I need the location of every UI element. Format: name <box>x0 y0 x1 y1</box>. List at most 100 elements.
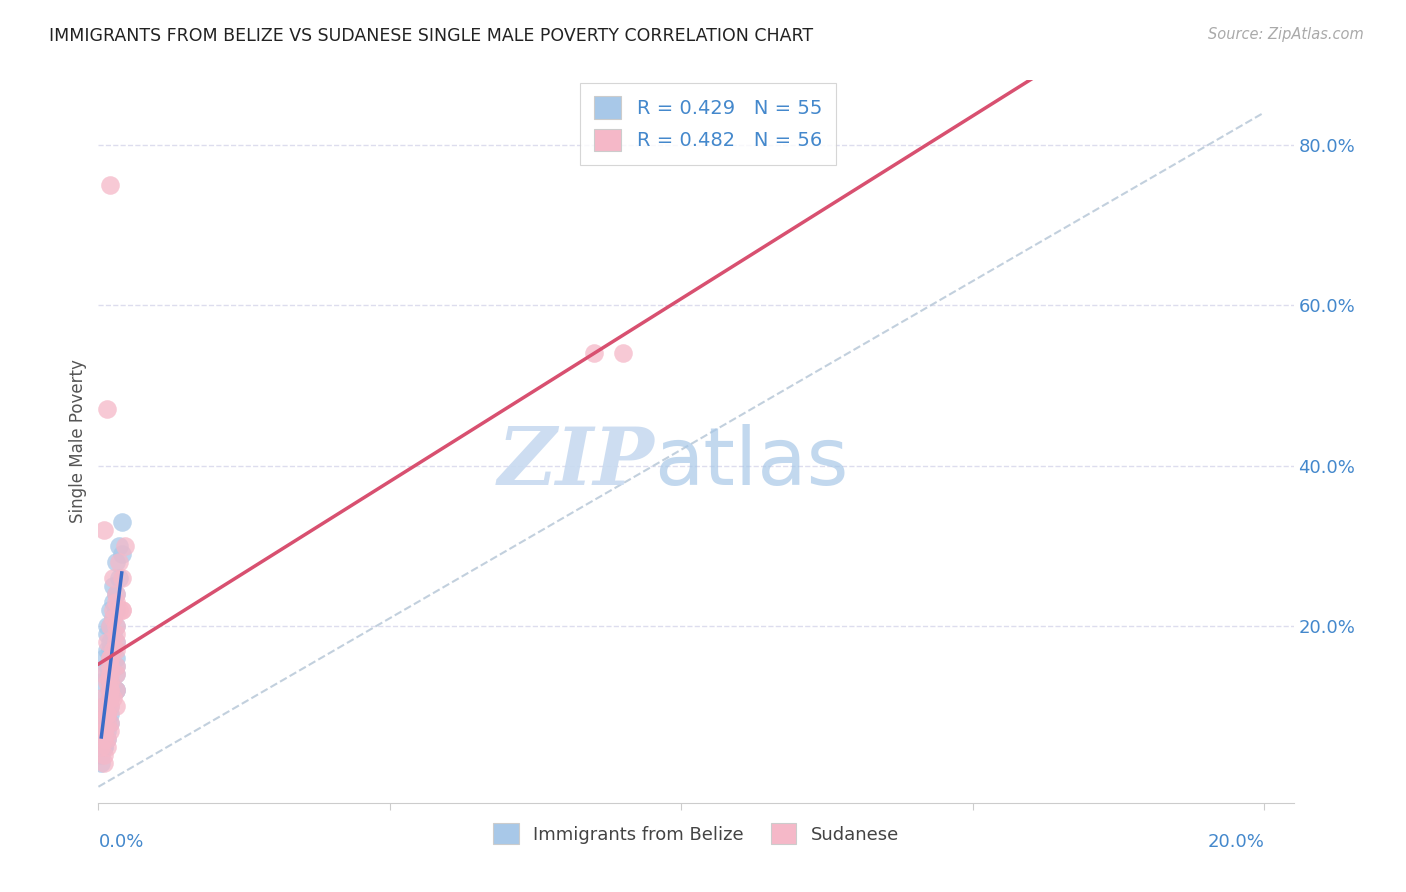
Point <box>111 603 134 617</box>
Point <box>104 659 127 673</box>
Point <box>101 691 124 706</box>
Text: ZIP: ZIP <box>498 425 654 502</box>
Point <box>98 683 121 698</box>
Point <box>96 707 118 722</box>
Point <box>96 627 118 641</box>
Point <box>98 659 121 673</box>
Point <box>96 723 118 738</box>
Point <box>90 675 112 690</box>
Point <box>96 707 118 722</box>
Point <box>104 683 127 698</box>
Point <box>98 707 121 722</box>
Point <box>111 547 134 561</box>
Point <box>93 667 115 681</box>
Point <box>93 691 115 706</box>
Point <box>93 756 115 770</box>
Point <box>96 715 118 730</box>
Point <box>104 587 127 601</box>
Point <box>104 651 127 665</box>
Text: 0.0%: 0.0% <box>98 833 143 851</box>
Legend: Immigrants from Belize, Sudanese: Immigrants from Belize, Sudanese <box>486 816 905 852</box>
Point <box>104 603 127 617</box>
Point <box>104 619 127 633</box>
Point <box>93 699 115 714</box>
Point <box>98 651 121 665</box>
Point <box>98 723 121 738</box>
Text: IMMIGRANTS FROM BELIZE VS SUDANESE SINGLE MALE POVERTY CORRELATION CHART: IMMIGRANTS FROM BELIZE VS SUDANESE SINGL… <box>49 27 813 45</box>
Point <box>114 539 136 553</box>
Point <box>104 659 127 673</box>
Point <box>90 747 112 762</box>
Point <box>104 667 127 681</box>
Point <box>96 643 118 657</box>
Point <box>96 402 118 417</box>
Point <box>90 715 112 730</box>
Point <box>93 699 115 714</box>
Point <box>98 659 121 673</box>
Point <box>96 739 118 754</box>
Point <box>98 667 121 681</box>
Point <box>93 523 115 537</box>
Point <box>98 603 121 617</box>
Point <box>93 723 115 738</box>
Point <box>104 627 127 641</box>
Point <box>96 659 118 673</box>
Point <box>96 731 118 746</box>
Point <box>96 635 118 649</box>
Point <box>96 675 118 690</box>
Point <box>98 675 121 690</box>
Point <box>98 715 121 730</box>
Point <box>93 731 115 746</box>
Point <box>111 571 134 585</box>
Text: 20.0%: 20.0% <box>1208 833 1264 851</box>
Point <box>104 619 127 633</box>
Point <box>93 731 115 746</box>
Point <box>104 683 127 698</box>
Point <box>101 683 124 698</box>
Point <box>98 715 121 730</box>
Point <box>101 611 124 625</box>
Point <box>111 603 134 617</box>
Point <box>93 739 115 754</box>
Point <box>98 699 121 714</box>
Point <box>96 707 118 722</box>
Point <box>90 756 112 770</box>
Point <box>90 715 112 730</box>
Point <box>93 707 115 722</box>
Point <box>98 635 121 649</box>
Point <box>98 619 121 633</box>
Point <box>98 683 121 698</box>
Point <box>96 715 118 730</box>
Point <box>101 595 124 609</box>
Point <box>101 643 124 657</box>
Y-axis label: Single Male Poverty: Single Male Poverty <box>69 359 87 524</box>
Point <box>108 539 131 553</box>
Point <box>101 603 124 617</box>
Point <box>90 691 112 706</box>
Point <box>108 571 131 585</box>
Point <box>104 635 127 649</box>
Point <box>93 723 115 738</box>
Point <box>98 651 121 665</box>
Point <box>98 683 121 698</box>
Point <box>104 699 127 714</box>
Point <box>93 723 115 738</box>
Point <box>96 619 118 633</box>
Point <box>93 667 115 681</box>
Point <box>90 739 112 754</box>
Point <box>98 675 121 690</box>
Point <box>104 643 127 657</box>
Point <box>104 635 127 649</box>
Point <box>98 619 121 633</box>
Point <box>98 651 121 665</box>
Text: Source: ZipAtlas.com: Source: ZipAtlas.com <box>1208 27 1364 42</box>
Point <box>90 731 112 746</box>
Point <box>98 691 121 706</box>
Point <box>104 683 127 698</box>
Point <box>93 707 115 722</box>
Point <box>101 579 124 593</box>
Point <box>104 667 127 681</box>
Point <box>98 178 121 192</box>
Point <box>101 627 124 641</box>
Point <box>93 739 115 754</box>
